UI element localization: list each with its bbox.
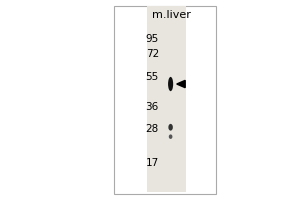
Polygon shape bbox=[177, 80, 185, 88]
Text: 17: 17 bbox=[146, 158, 159, 168]
Ellipse shape bbox=[168, 77, 173, 91]
Bar bbox=[114, 6, 216, 194]
Text: 55: 55 bbox=[146, 72, 159, 82]
Text: m.liver: m.liver bbox=[152, 10, 191, 20]
Ellipse shape bbox=[169, 134, 172, 139]
Text: 36: 36 bbox=[146, 102, 159, 112]
Ellipse shape bbox=[168, 124, 173, 131]
Text: 28: 28 bbox=[146, 124, 159, 134]
Bar bbox=[147, 6, 186, 192]
Text: 72: 72 bbox=[146, 49, 159, 59]
Text: 95: 95 bbox=[146, 34, 159, 44]
